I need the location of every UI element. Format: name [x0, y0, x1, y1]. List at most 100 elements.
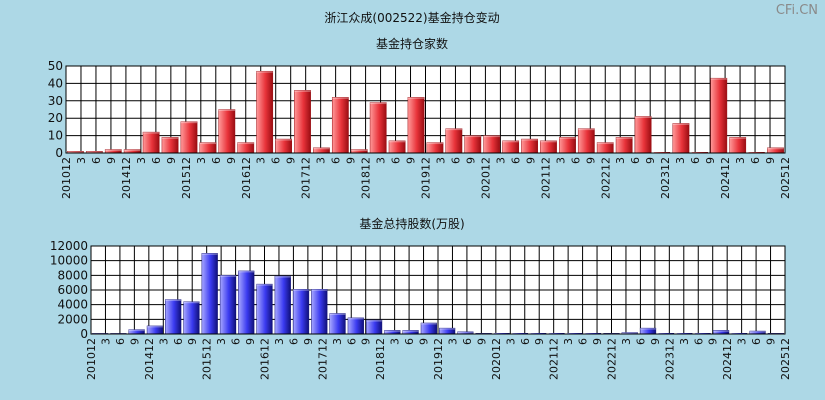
x-tick-label: 6: [569, 157, 582, 164]
x-tick-label: 3: [255, 157, 268, 164]
x-tick-label: 3: [562, 338, 575, 345]
x-tick-label: 202512: [779, 157, 792, 199]
bar-highlight: [767, 147, 784, 150]
bar-highlight: [713, 330, 729, 332]
x-tick-label: 3: [504, 338, 517, 345]
y-tick-label: 6000: [57, 283, 88, 297]
x-tick-label: 9: [105, 157, 118, 164]
bar-highlight: [445, 128, 463, 131]
x-tick-label: 202312: [663, 338, 676, 380]
x-tick-label: 3: [554, 157, 567, 164]
chart2-title: 基金总持股数(万股): [359, 216, 464, 231]
bar-highlight: [256, 284, 273, 286]
bar-highlight: [274, 276, 291, 278]
x-tick-label: 6: [689, 157, 702, 164]
x-tick-label: 3: [315, 157, 328, 164]
y-tick-label: 50: [48, 59, 63, 73]
bar-highlight: [220, 275, 236, 277]
x-tick-label: 6: [330, 157, 343, 164]
bar: [311, 289, 328, 335]
y-tick-label: 40: [48, 76, 63, 90]
x-tick-label: 201912: [420, 157, 433, 199]
bar: [672, 123, 690, 154]
plot-border: [65, 65, 786, 154]
x-tick-label: 201912: [432, 338, 445, 380]
bar-highlight: [521, 139, 538, 141]
x-tick-label: 6: [461, 338, 474, 345]
bar: [201, 253, 218, 335]
bar: [483, 135, 501, 154]
bar-highlight: [347, 317, 364, 320]
x-tick-label: 3: [135, 157, 148, 164]
x-tick-label: 6: [287, 338, 300, 345]
x-tick-label: 6: [90, 157, 103, 164]
bar: [256, 70, 274, 154]
x-tick-label: 201412: [143, 338, 156, 380]
page-title: 浙江众成(002522)基金持仓变动: [324, 10, 499, 25]
bar-highlight: [86, 151, 103, 153]
x-tick-label: 9: [186, 338, 199, 345]
x-tick-label: 202012: [479, 157, 492, 199]
x-tick-label: 202412: [719, 157, 732, 199]
bar: [577, 128, 595, 154]
x-tick-label: 201512: [180, 157, 193, 199]
y-tick-label: 8000: [57, 268, 88, 282]
x-tick-label: 6: [692, 338, 705, 345]
x-tick-label: 6: [634, 338, 647, 345]
x-tick-label: 6: [114, 338, 127, 345]
x-tick-label: 6: [172, 338, 185, 345]
bar: [407, 97, 425, 154]
bar: [426, 142, 444, 154]
bar-highlight: [329, 313, 346, 315]
bar-highlight: [559, 137, 576, 139]
x-tick-label: 202212: [606, 338, 619, 380]
x-tick-label: 9: [649, 338, 662, 345]
x-tick-label: 201812: [374, 338, 387, 380]
x-tick-label: 9: [302, 338, 315, 345]
x-tick-label: 6: [519, 338, 532, 345]
x-tick-label: 3: [195, 157, 208, 164]
bar: [292, 289, 310, 335]
x-tick-label: 9: [128, 338, 141, 345]
bar: [256, 283, 273, 335]
x-tick-label: 201712: [316, 338, 329, 380]
bar: [559, 137, 576, 154]
watermark: CFi.CN: [776, 3, 818, 18]
x-tick-label: 201012: [85, 338, 98, 380]
bar-highlight: [621, 332, 638, 335]
bar: [634, 116, 652, 154]
bar-highlight: [218, 109, 235, 111]
x-tick-label: 9: [285, 157, 298, 164]
bar-highlight: [311, 289, 328, 291]
bar: [274, 275, 291, 335]
bar-highlight: [483, 135, 500, 138]
bar-highlight: [128, 329, 145, 332]
y-tick-label: 20: [48, 111, 63, 125]
x-tick-label: 3: [614, 157, 627, 164]
x-tick-label: 202212: [599, 157, 612, 199]
x-tick-label: 3: [375, 157, 388, 164]
bar-highlight: [256, 71, 273, 73]
y-tick-label: 0: [80, 327, 88, 341]
x-tick-label: 3: [157, 338, 170, 345]
x-tick-label: 9: [533, 338, 546, 345]
bar: [275, 138, 292, 154]
bar-highlight: [464, 135, 481, 138]
y-tick-label: 10000: [50, 254, 88, 268]
x-tick-label: 6: [750, 338, 763, 345]
x-tick-label: 9: [765, 338, 778, 345]
x-tick-label: 3: [389, 338, 402, 345]
y-tick-label: 30: [48, 94, 63, 108]
x-tick-label: 3: [75, 157, 88, 164]
x-tick-label: 9: [475, 338, 488, 345]
x-tick-label: 9: [644, 157, 657, 164]
y-tick-label: 10: [48, 129, 63, 143]
bar-highlight: [143, 132, 160, 134]
bar-highlight: [238, 270, 255, 273]
x-tick-label: 202412: [721, 338, 734, 380]
bar: [502, 140, 520, 154]
x-tick-label: 3: [99, 338, 112, 345]
bar: [329, 313, 346, 335]
